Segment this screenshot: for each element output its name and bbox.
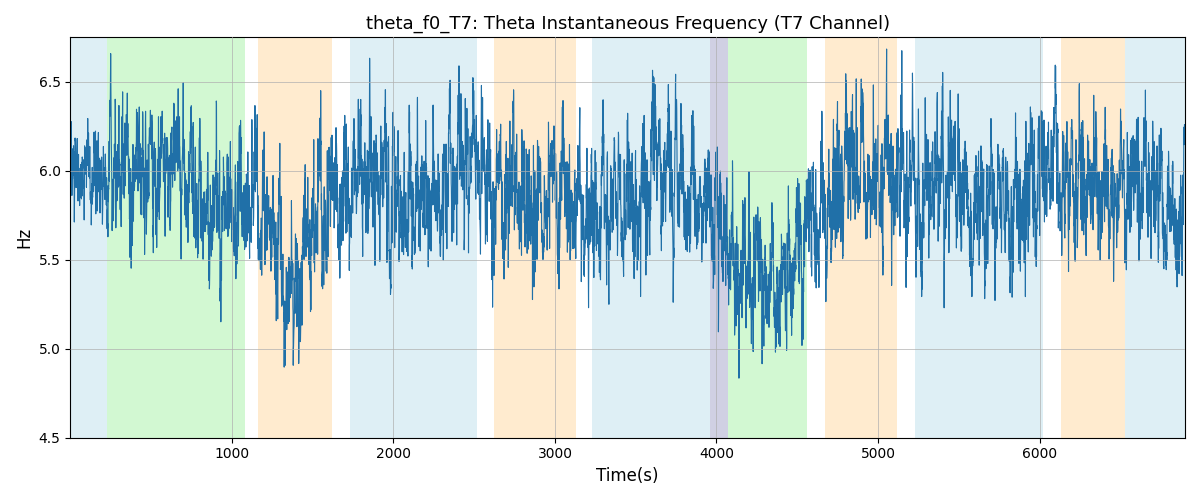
Bar: [493, 38, 576, 438]
Bar: [916, 38, 1043, 438]
Bar: [1061, 38, 1126, 438]
Bar: [71, 38, 108, 438]
Bar: [258, 38, 332, 438]
Bar: [108, 38, 245, 438]
Y-axis label: Hz: Hz: [16, 227, 34, 248]
Bar: [710, 38, 728, 438]
Bar: [824, 38, 898, 438]
X-axis label: Time(s): Time(s): [596, 467, 659, 485]
Bar: [728, 38, 806, 438]
Bar: [592, 38, 710, 438]
Bar: [1126, 38, 1186, 438]
Title: theta_f0_T7: Theta Instantaneous Frequency (T7 Channel): theta_f0_T7: Theta Instantaneous Frequen…: [366, 15, 889, 34]
Bar: [349, 38, 478, 438]
